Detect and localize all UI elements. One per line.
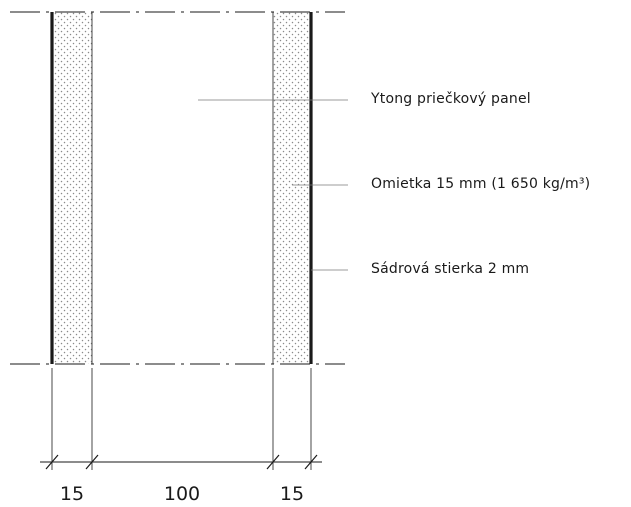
dimension-panel: 100: [163, 483, 201, 505]
dimension-tick-1: [45, 454, 59, 470]
dimension-tick-2: [85, 454, 99, 470]
dimension-tick-4: [304, 454, 318, 470]
label-plaster: Omietka 15 mm (1 650 kg/m³): [371, 176, 591, 192]
right-plaster-fill: [273, 12, 309, 364]
dimension-left-plaster: 15: [59, 483, 85, 505]
label-skim-coat: Sádrová stierka 2 mm: [371, 261, 530, 277]
label-ytong-panel: Ytong priečkový panel: [371, 91, 531, 107]
dimension-tick-3: [266, 454, 280, 470]
left-plaster-fill: [54, 12, 92, 364]
dimension-right-plaster: 15: [279, 483, 305, 505]
